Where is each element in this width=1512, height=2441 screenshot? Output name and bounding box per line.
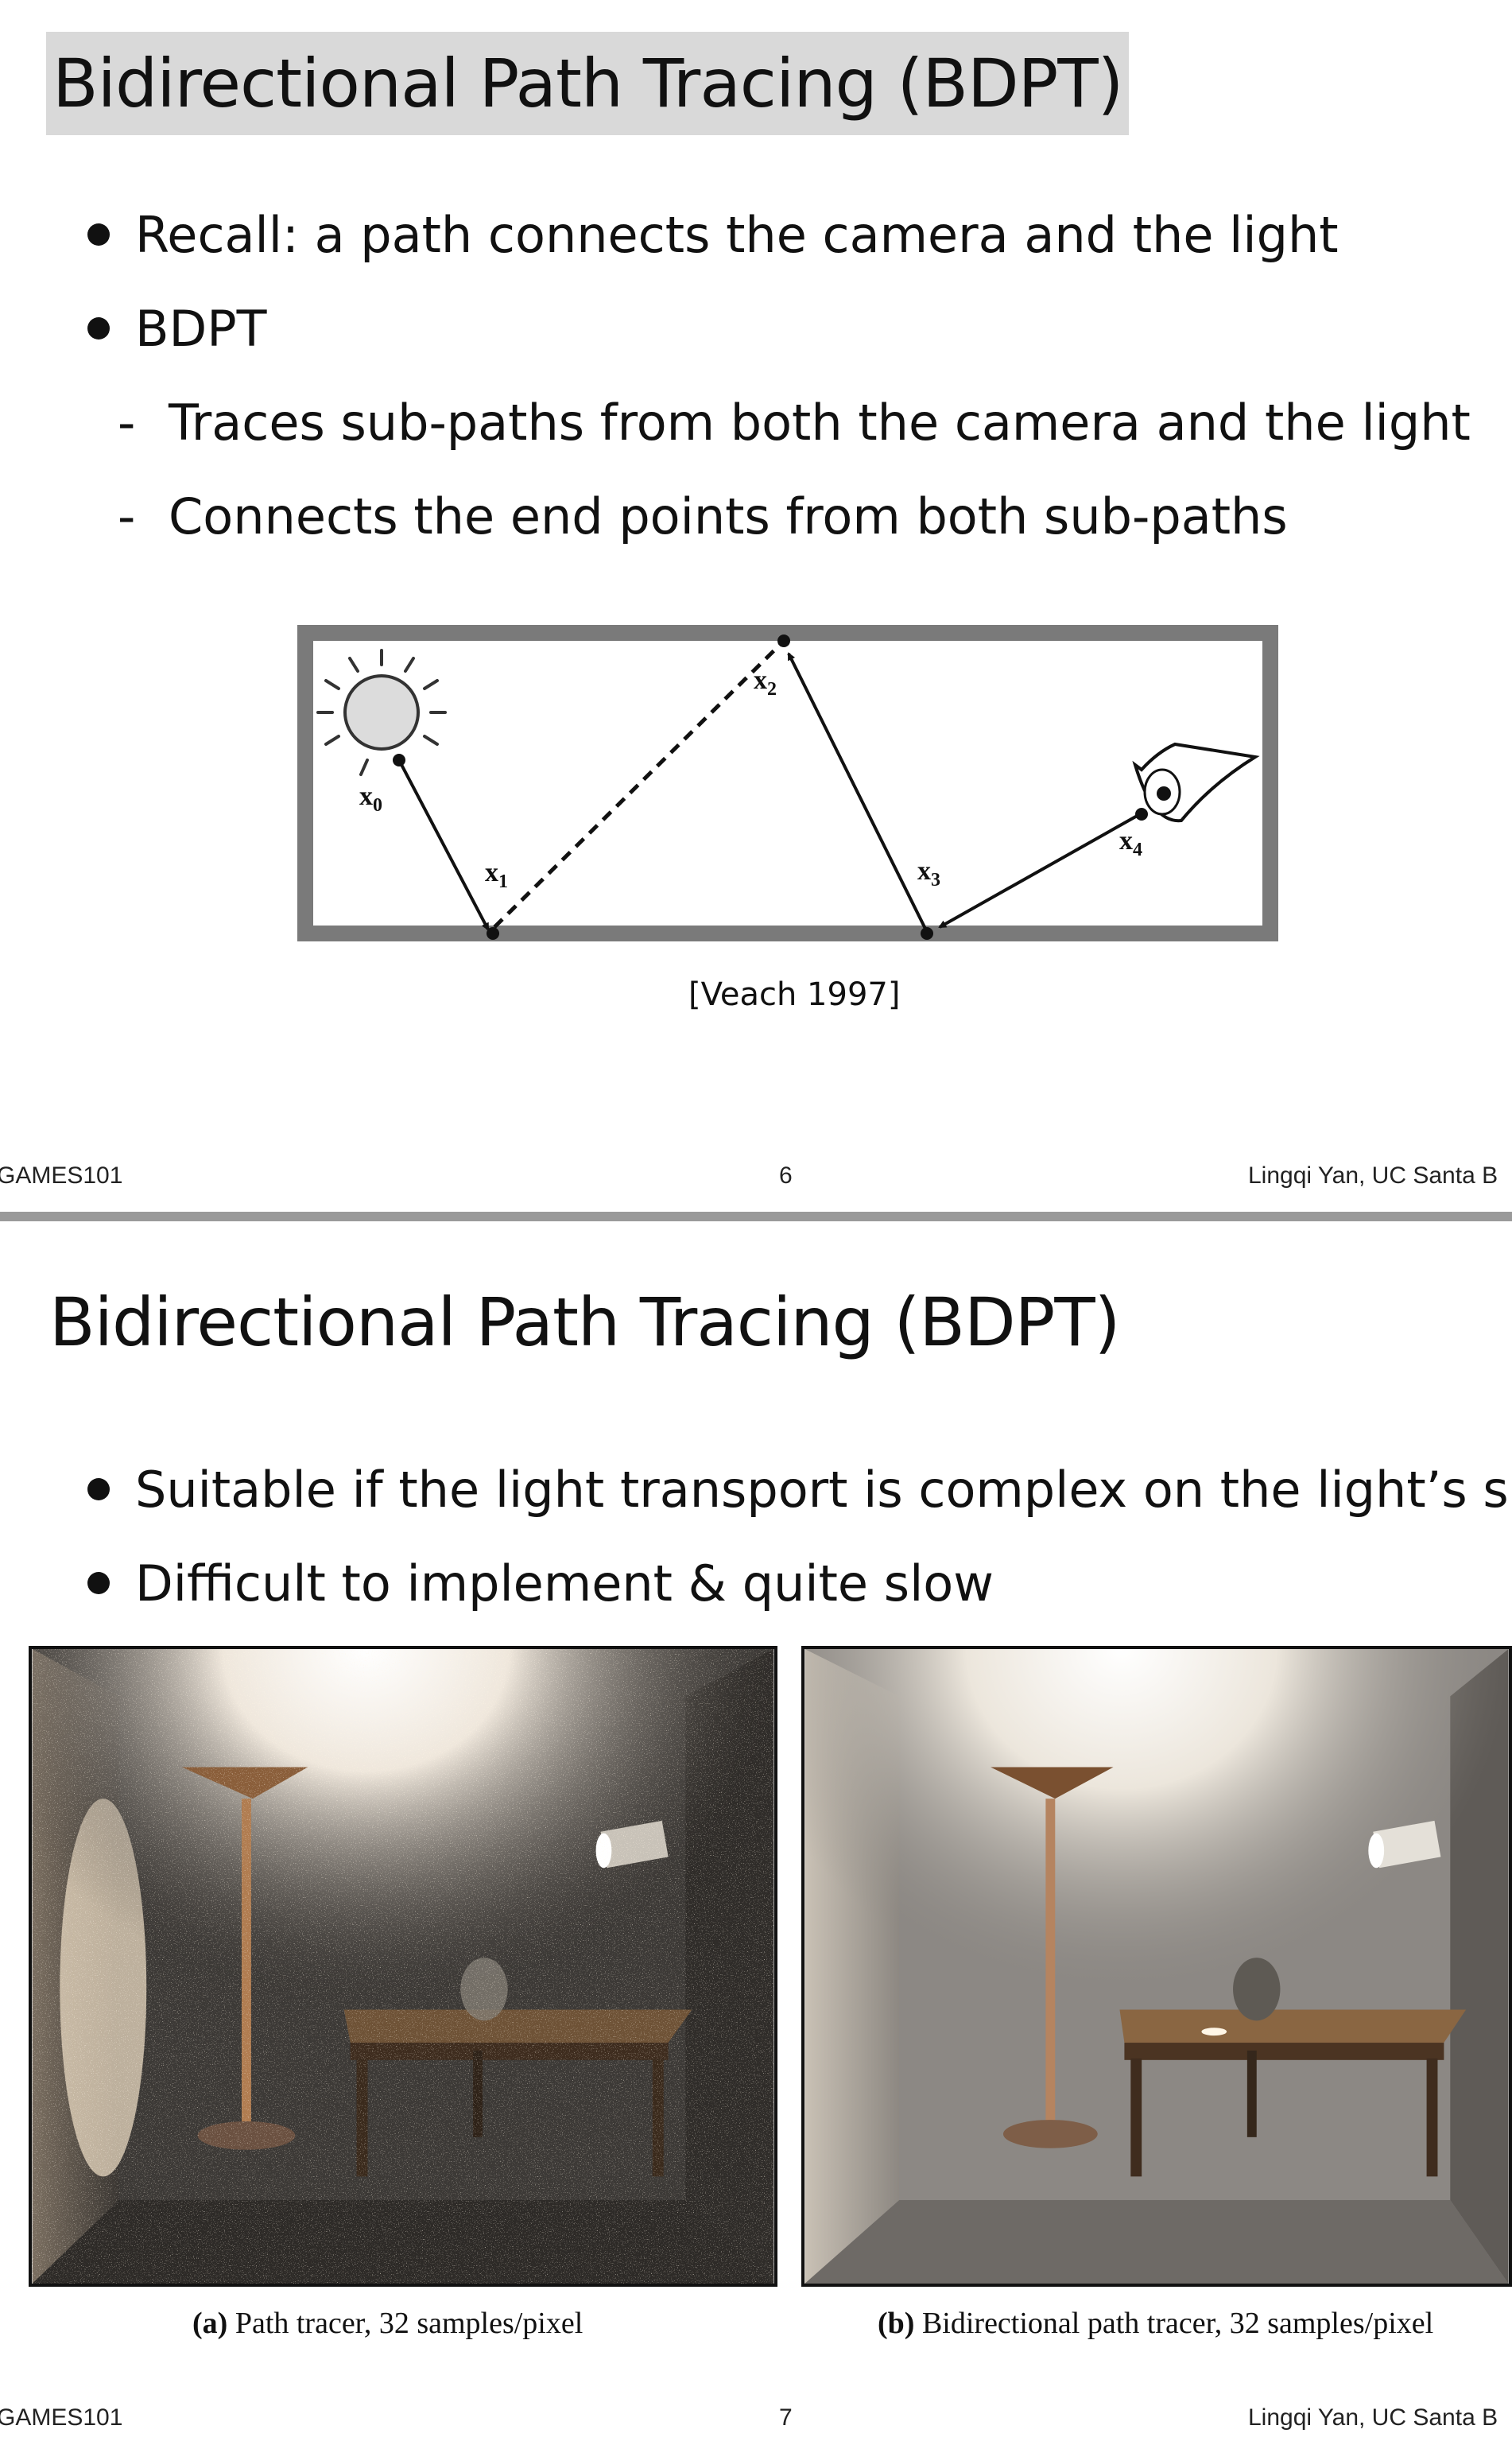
bullet-dot-icon: [87, 223, 110, 246]
render-caption-b: (b) Bidirectional path tracer, 32 sample…: [878, 2307, 1434, 2340]
bdpt-path-diagram: x0 x1 x2 x3 x4: [297, 625, 1278, 941]
bidirectional-path-tracer-render-image: [801, 1646, 1512, 2287]
footer-author: Lingqi Yan, UC Santa B: [1248, 1162, 1498, 1189]
label-x1: x1: [485, 858, 508, 892]
dash-icon: -: [118, 487, 136, 545]
footer-course: GAMES101: [0, 2404, 123, 2431]
path-segment-x4-x3: [938, 813, 1141, 929]
vertex-x1: [487, 927, 499, 940]
bullet-dot-icon: [87, 1478, 110, 1500]
figure-caption: [Veach 1997]: [688, 976, 901, 1013]
slide-title: Bidirectional Path Tracing (BDPT): [49, 1283, 1120, 1361]
vertex-x4: [1135, 808, 1148, 821]
subbullet-text: Traces sub-paths from both the camera an…: [169, 394, 1471, 452]
label-x2: x2: [754, 666, 777, 700]
label-x3: x3: [917, 856, 940, 891]
slide-title: Bidirectional Path Tracing (BDPT): [46, 32, 1130, 135]
label-x4: x4: [1119, 826, 1142, 860]
eye-camera-icon: [1132, 742, 1260, 823]
slide-separator: [0, 1212, 1512, 1221]
path-segment-x0-x1: [397, 759, 490, 931]
footer-course: GAMES101: [0, 1162, 123, 1189]
bullet-dot-icon: [87, 317, 110, 340]
scene-box: [297, 625, 1278, 941]
vertex-x3: [921, 927, 933, 940]
bullet-dot-icon: [87, 1572, 110, 1594]
path-tracer-render-image: [29, 1646, 777, 2287]
vertex-x0: [393, 754, 405, 766]
footer-author: Lingqi Yan, UC Santa B: [1248, 2404, 1498, 2431]
slide-6: Bidirectional Path Tracing (BDPT) Recall…: [0, 0, 1512, 1212]
subbullet-text: Connects the end points from both sub-pa…: [169, 487, 1288, 545]
connection-segment-x1-x2: [493, 642, 782, 929]
bullet-text: BDPT: [135, 300, 267, 358]
bullet-text: Suitable if the light transport is compl…: [135, 1461, 1512, 1519]
dash-icon: -: [118, 394, 136, 452]
vertex-x2: [777, 635, 790, 647]
sun-light-icon: [316, 649, 447, 776]
path-segment-x3-x2: [787, 652, 929, 933]
bullet-text: Difficult to implement & quite slow: [135, 1554, 994, 1612]
label-x0: x0: [359, 782, 382, 816]
footer-page-number: 6: [779, 1162, 793, 1189]
slide-7: Bidirectional Path Tracing (BDPT) Suitab…: [0, 1221, 1512, 2441]
footer-page-number: 7: [779, 2404, 793, 2431]
bullet-text: Recall: a path connects the camera and t…: [135, 206, 1339, 264]
render-caption-a: (a) Path tracer, 32 samples/pixel: [192, 2307, 583, 2340]
